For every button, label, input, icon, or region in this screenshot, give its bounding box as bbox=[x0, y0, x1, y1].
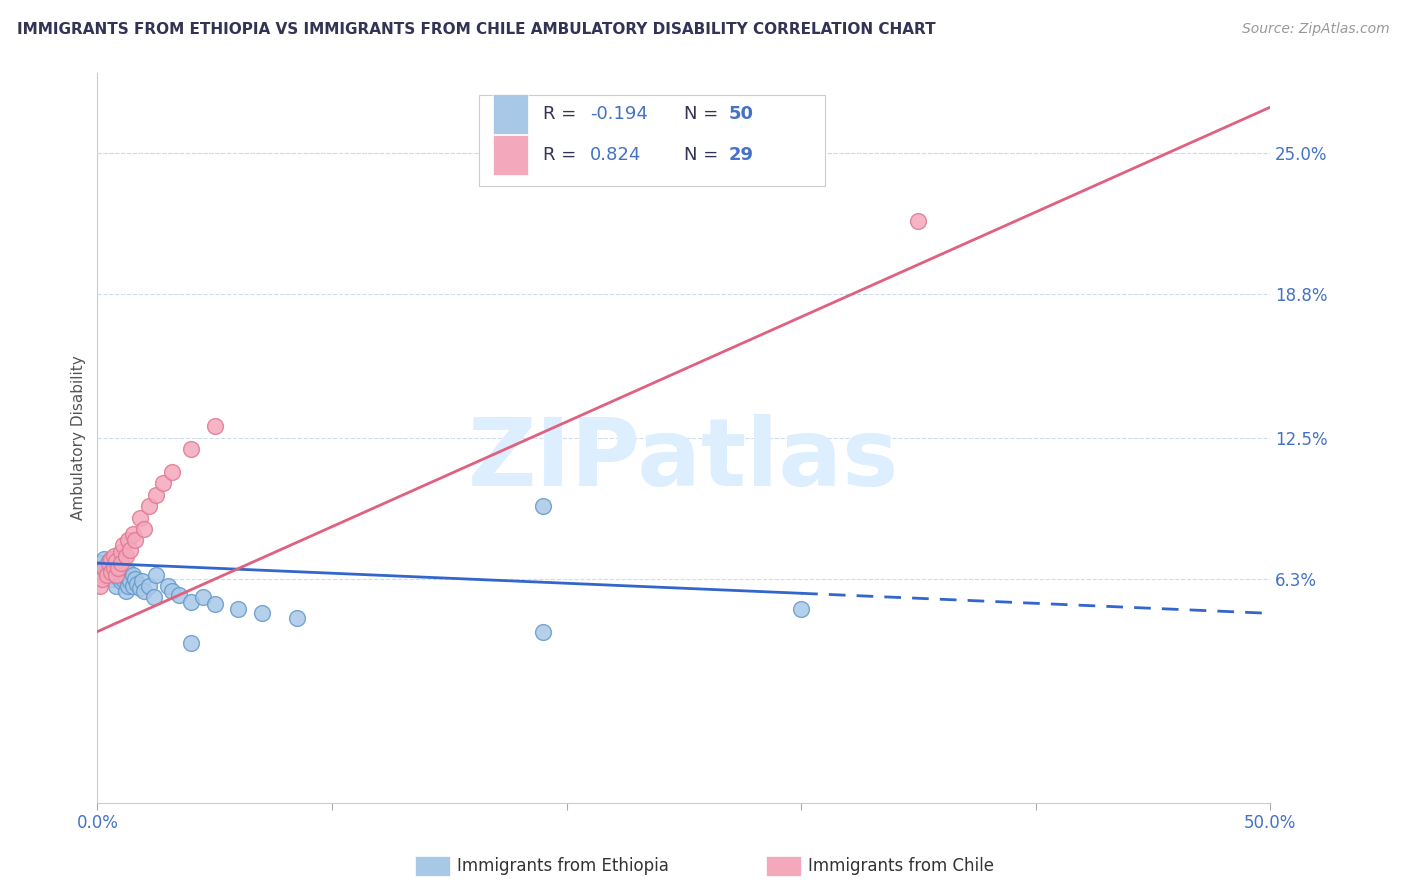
Point bbox=[131, 574, 153, 589]
Point bbox=[89, 556, 111, 570]
Bar bbox=[492, 94, 527, 134]
Point bbox=[93, 560, 115, 574]
Point bbox=[98, 556, 121, 570]
Point bbox=[285, 611, 308, 625]
Text: N =: N = bbox=[683, 146, 724, 164]
Point bbox=[103, 560, 125, 574]
Point bbox=[226, 602, 249, 616]
Point bbox=[142, 591, 165, 605]
Point bbox=[103, 549, 125, 564]
Text: R =: R = bbox=[543, 105, 582, 123]
Point bbox=[180, 636, 202, 650]
Text: N =: N = bbox=[683, 105, 724, 123]
Point bbox=[114, 570, 136, 584]
Point bbox=[98, 554, 121, 568]
Point bbox=[162, 583, 184, 598]
Point bbox=[117, 579, 139, 593]
Point bbox=[91, 572, 114, 586]
Point bbox=[156, 579, 179, 593]
Point bbox=[114, 549, 136, 564]
Point bbox=[152, 476, 174, 491]
Point bbox=[145, 567, 167, 582]
Point bbox=[96, 567, 118, 582]
Point bbox=[117, 533, 139, 548]
Point bbox=[105, 554, 128, 568]
Point bbox=[128, 581, 150, 595]
Text: 50: 50 bbox=[728, 105, 754, 123]
Point bbox=[100, 572, 122, 586]
Point bbox=[531, 624, 554, 639]
Point bbox=[100, 551, 122, 566]
Point bbox=[145, 488, 167, 502]
Point bbox=[127, 576, 149, 591]
Point bbox=[103, 558, 125, 573]
Text: ZIPatlas: ZIPatlas bbox=[468, 414, 900, 506]
Point bbox=[105, 567, 128, 582]
Text: -0.194: -0.194 bbox=[591, 105, 648, 123]
Bar bbox=[492, 135, 527, 175]
Point bbox=[120, 542, 142, 557]
Y-axis label: Ambulatory Disability: Ambulatory Disability bbox=[72, 355, 86, 520]
Point bbox=[117, 566, 139, 580]
Text: Immigrants from Ethiopia: Immigrants from Ethiopia bbox=[457, 857, 669, 875]
Text: 0.824: 0.824 bbox=[591, 146, 641, 164]
Text: IMMIGRANTS FROM ETHIOPIA VS IMMIGRANTS FROM CHILE AMBULATORY DISABILITY CORRELAT: IMMIGRANTS FROM ETHIOPIA VS IMMIGRANTS F… bbox=[17, 22, 935, 37]
Point bbox=[110, 545, 132, 559]
Point bbox=[112, 563, 135, 577]
Point bbox=[100, 566, 122, 580]
Point bbox=[250, 607, 273, 621]
Point bbox=[100, 563, 122, 577]
Point bbox=[138, 579, 160, 593]
Point bbox=[93, 567, 115, 582]
Point bbox=[98, 560, 121, 574]
Point bbox=[112, 538, 135, 552]
Point bbox=[107, 570, 129, 584]
Point bbox=[120, 574, 142, 589]
Point bbox=[112, 572, 135, 586]
Point bbox=[124, 572, 146, 586]
Point bbox=[107, 560, 129, 574]
Point bbox=[114, 583, 136, 598]
Point bbox=[907, 214, 929, 228]
Point bbox=[103, 551, 125, 566]
Text: Immigrants from Chile: Immigrants from Chile bbox=[808, 857, 994, 875]
Point bbox=[105, 566, 128, 580]
Point bbox=[105, 579, 128, 593]
Point bbox=[110, 567, 132, 582]
Point bbox=[134, 583, 156, 598]
Point bbox=[121, 567, 143, 582]
Point bbox=[204, 597, 226, 611]
Point bbox=[180, 595, 202, 609]
Point bbox=[89, 579, 111, 593]
Point bbox=[124, 533, 146, 548]
Point bbox=[169, 588, 191, 602]
Point bbox=[138, 499, 160, 513]
Point bbox=[191, 591, 214, 605]
Point bbox=[93, 551, 115, 566]
Text: Source: ZipAtlas.com: Source: ZipAtlas.com bbox=[1241, 22, 1389, 37]
Point bbox=[162, 465, 184, 479]
Point bbox=[96, 570, 118, 584]
Point bbox=[110, 556, 132, 570]
Point bbox=[121, 579, 143, 593]
Point bbox=[180, 442, 202, 457]
Point bbox=[790, 602, 813, 616]
Point bbox=[204, 419, 226, 434]
Point bbox=[96, 566, 118, 580]
Point bbox=[121, 526, 143, 541]
Point bbox=[103, 567, 125, 582]
Point bbox=[110, 574, 132, 589]
Point bbox=[107, 560, 129, 574]
Point bbox=[128, 510, 150, 524]
Point bbox=[531, 499, 554, 513]
FancyBboxPatch shape bbox=[478, 95, 824, 186]
Point bbox=[91, 560, 114, 574]
Point bbox=[134, 522, 156, 536]
Text: 29: 29 bbox=[728, 146, 754, 164]
Text: R =: R = bbox=[543, 146, 582, 164]
Point bbox=[110, 556, 132, 570]
